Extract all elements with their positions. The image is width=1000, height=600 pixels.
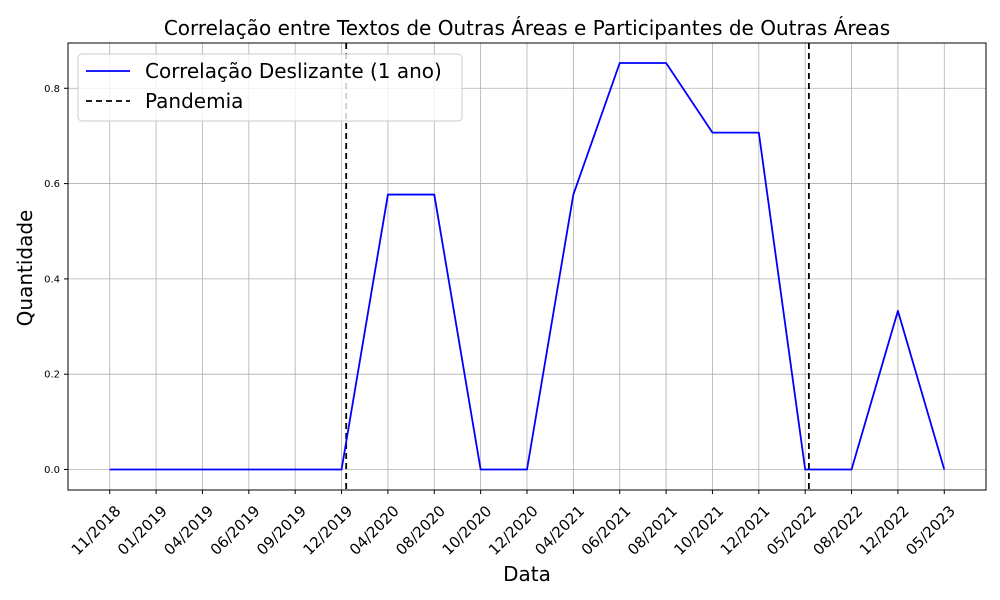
x-tick-label: 05/2022 <box>763 502 820 559</box>
x-tick-label: 09/2019 <box>253 502 310 559</box>
x-tick-label: 08/2020 <box>392 502 449 559</box>
x-tick-label: 04/2019 <box>160 502 217 559</box>
legend-label-reference: Pandemia <box>145 89 243 113</box>
x-tick-label: 12/2019 <box>299 502 356 559</box>
x-tick-label: 12/2021 <box>717 502 774 559</box>
y-tick-label: 0.0 <box>44 465 60 476</box>
x-tick-label: 12/2022 <box>856 502 913 559</box>
x-tick-label: 04/2020 <box>346 502 403 559</box>
x-tick-label: 01/2019 <box>114 502 171 559</box>
y-tick-label: 0.2 <box>44 370 60 381</box>
x-tick-label: 10/2021 <box>670 502 727 559</box>
chart-title: Correlação entre Textos de Outras Áreas … <box>164 16 890 40</box>
y-tick-label: 0.4 <box>44 274 60 285</box>
x-tick-label: 08/2022 <box>809 502 866 559</box>
x-axis: 11/201801/201904/201906/201909/201912/20… <box>68 490 959 559</box>
y-axis: 0.0 0.2 0.4 0.6 0.8 <box>44 84 68 476</box>
y-tick-label: 0.6 <box>44 179 60 190</box>
x-tick-label: 11/2018 <box>68 502 125 559</box>
legend: Correlação Deslizante (1 ano) Pandemia <box>77 53 463 122</box>
y-axis-title: Quantidade <box>13 210 37 327</box>
x-axis-title: Data <box>503 562 551 586</box>
x-tick-label: 12/2020 <box>485 502 542 559</box>
x-tick-label: 10/2020 <box>439 502 496 559</box>
x-tick-label: 05/2023 <box>902 502 959 559</box>
series-lines <box>109 62 946 471</box>
x-tick-label: 06/2021 <box>578 502 635 559</box>
y-tick-label: 0.8 <box>44 84 60 95</box>
series-line <box>109 62 946 471</box>
legend-label-series: Correlação Deslizante (1 ano) <box>145 59 442 83</box>
x-tick-label: 04/2021 <box>531 502 588 559</box>
x-tick-label: 08/2021 <box>624 502 681 559</box>
legend-box <box>77 53 463 122</box>
x-tick-label: 06/2019 <box>207 502 264 559</box>
